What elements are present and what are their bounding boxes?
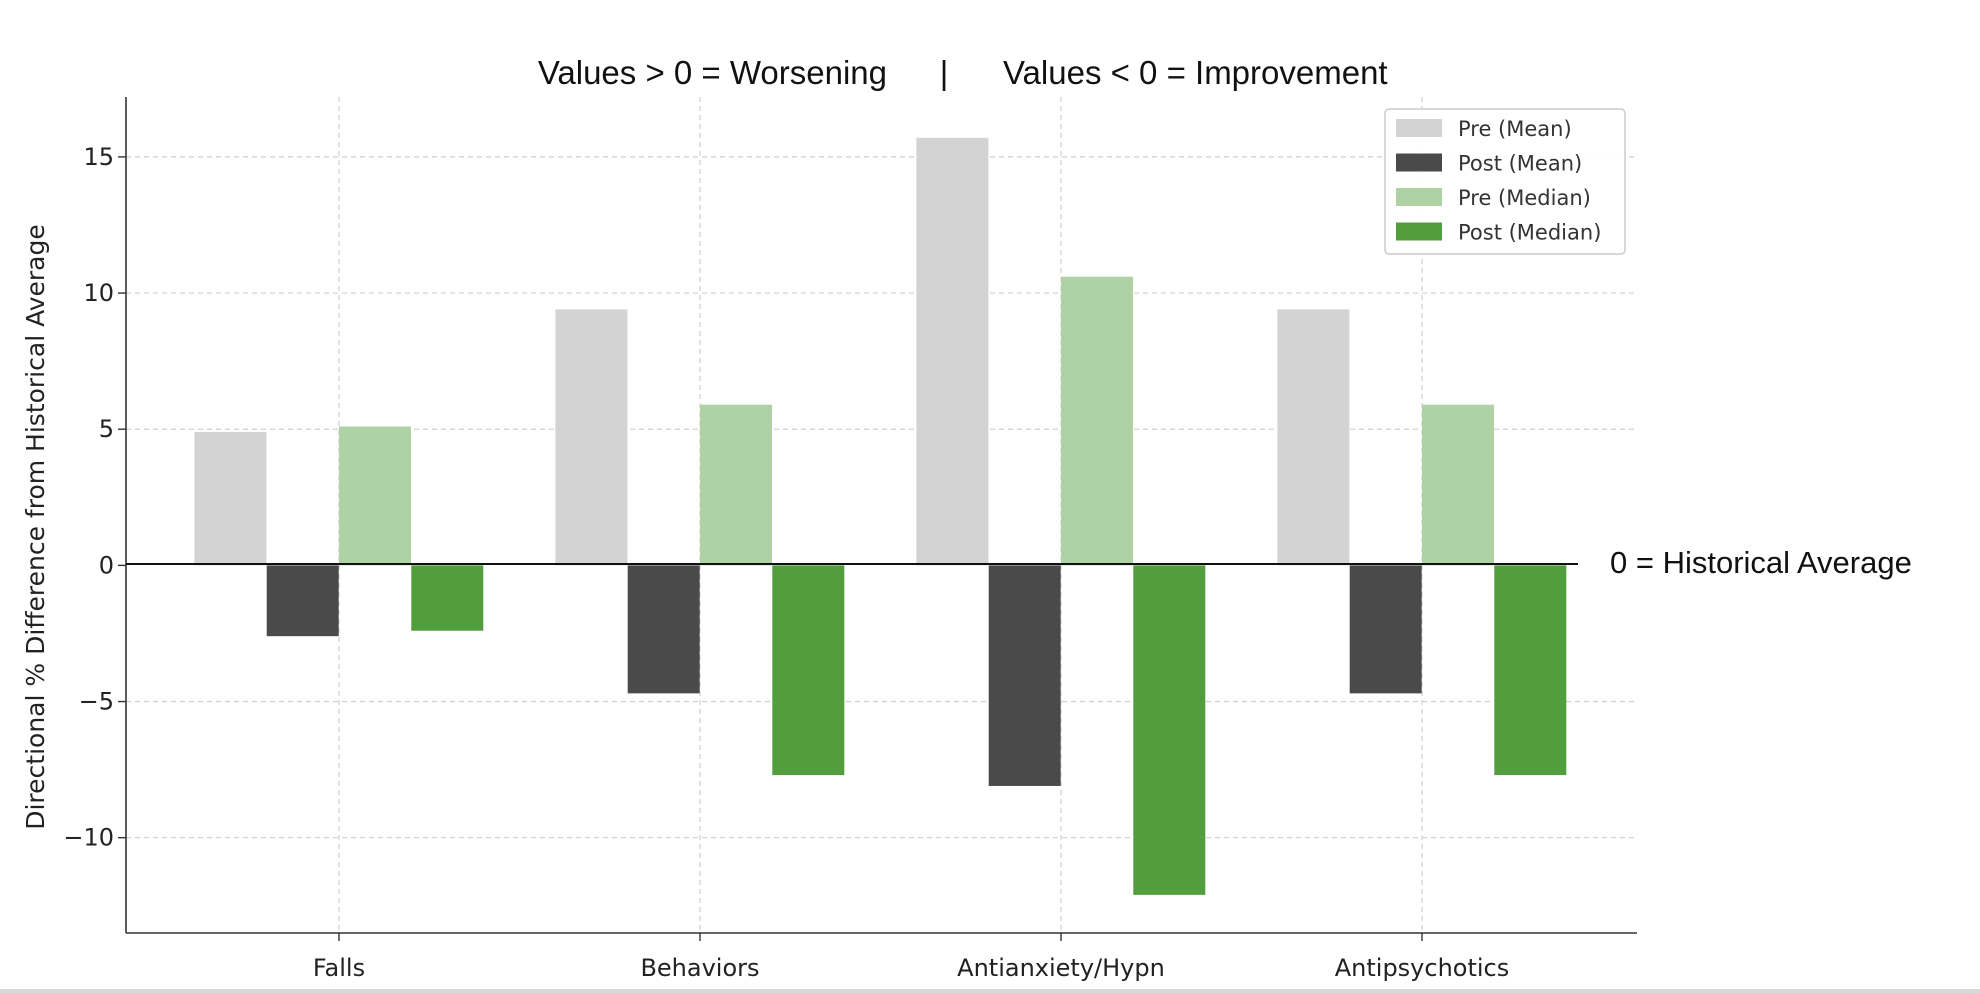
chart-title-right: Values < 0 = Improvement xyxy=(1003,54,1388,91)
chart-title-separator: | xyxy=(940,54,949,91)
chart-title-left: Values > 0 = Worsening xyxy=(538,54,887,91)
bar-post-mean xyxy=(266,565,339,637)
bar-pre-mean xyxy=(1277,309,1350,566)
y-tick-label: 10 xyxy=(83,279,114,307)
y-axis-label: Directional % Difference from Historical… xyxy=(21,224,50,830)
x-tick-label: Antipsychotics xyxy=(1335,954,1510,982)
bar-pre-mean xyxy=(555,309,628,566)
legend-label: Post (Mean) xyxy=(1458,152,1582,176)
bar-pre-median xyxy=(339,426,411,566)
bar-pre-median xyxy=(1061,276,1133,566)
legend-label: Post (Median) xyxy=(1458,221,1601,245)
bar-pre-mean xyxy=(194,431,267,566)
legend-swatch xyxy=(1396,188,1442,206)
bar-post-median xyxy=(772,565,845,776)
bars xyxy=(194,137,1567,895)
axes xyxy=(125,97,1637,934)
y-ticks: −10 −5 0 5 10 15 xyxy=(63,143,126,852)
window-bottom-edge xyxy=(0,989,1980,993)
bar-post-mean xyxy=(627,565,700,694)
bar-pre-median xyxy=(1422,404,1494,566)
bar-post-median xyxy=(1494,565,1567,776)
legend-label: Pre (Mean) xyxy=(1458,117,1572,141)
x-tick-label: Falls xyxy=(313,954,365,982)
y-tick-label: −5 xyxy=(79,688,114,716)
legend-label: Pre (Median) xyxy=(1458,186,1591,210)
y-tick-label: 0 xyxy=(99,551,114,579)
bar-post-median xyxy=(411,565,484,631)
x-tick-label: Behaviors xyxy=(640,954,759,982)
legend-box xyxy=(1384,108,1626,255)
legend-swatch xyxy=(1396,119,1442,137)
bar-pre-mean xyxy=(916,137,989,566)
zero-line-label: 0 = Historical Average xyxy=(1610,545,1912,580)
legend-swatch xyxy=(1396,153,1442,172)
y-tick-label: 5 xyxy=(99,415,114,443)
x-tick-label: Antianxiety/Hypn xyxy=(957,954,1165,982)
x-ticks: Falls Behaviors Antianxiety/Hypn Antipsycho… xyxy=(313,933,1509,982)
legend-swatch xyxy=(1396,222,1442,241)
bar-post-mean xyxy=(988,565,1061,786)
y-tick-label: 15 xyxy=(83,143,114,171)
bar-post-median xyxy=(1133,565,1206,895)
bar-pre-median xyxy=(700,404,772,566)
y-tick-label: −10 xyxy=(63,824,114,852)
legend: Pre (Mean) Post (Mean) Pre (Median) Post (M… xyxy=(1384,108,1626,255)
bar-post-mean xyxy=(1349,565,1422,694)
